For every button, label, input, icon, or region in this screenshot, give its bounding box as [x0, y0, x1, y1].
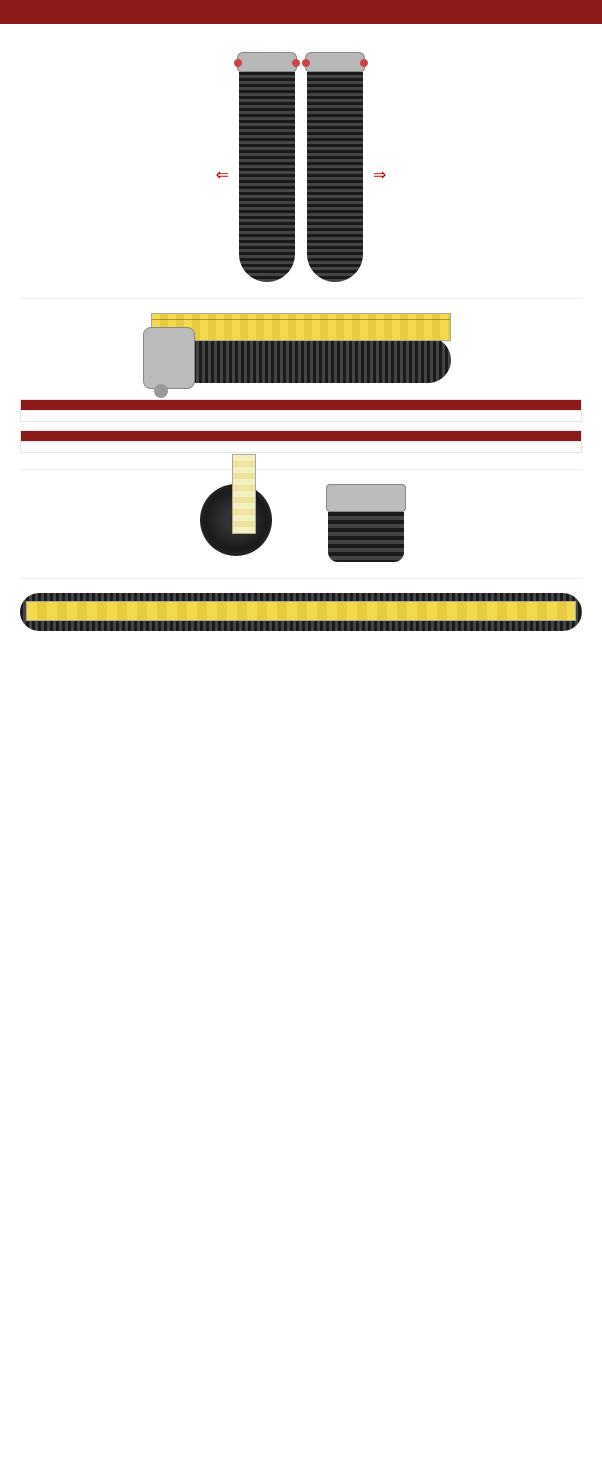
figure-wind: ⇐ ⇒: [20, 50, 582, 282]
figure-tape: [20, 313, 582, 389]
page-banner: [0, 0, 602, 24]
table-row-header: [21, 442, 582, 453]
spring-circle-icon: [200, 484, 272, 556]
divider: [20, 578, 582, 579]
page-content: ⇐ ⇒: [0, 24, 602, 653]
wire-size-table-2: [20, 430, 582, 453]
spring-side-view: [321, 484, 411, 562]
tape-measure-icon: [151, 313, 451, 341]
spring-cone-icon: [305, 52, 365, 72]
spring-short-icon: [328, 512, 404, 562]
spring-end-icon: [143, 327, 195, 389]
spring-body-icon: [239, 72, 295, 282]
divider: [20, 298, 582, 299]
arrow-right-icon: ⇒: [373, 165, 386, 185]
table-header: [21, 431, 582, 442]
table-header: [21, 400, 582, 411]
table-row-header: [21, 411, 582, 422]
figure-length: [20, 593, 582, 631]
spring-horizontal-icon: [151, 337, 451, 383]
spring-end-view: [191, 484, 281, 562]
spring-cone-icon: [237, 52, 297, 72]
figure-id: [20, 484, 582, 562]
spring-body-icon: [307, 72, 363, 282]
wire-size-table-1: [20, 399, 582, 422]
arrow-left-icon: ⇐: [216, 165, 229, 185]
divider: [20, 469, 582, 470]
cone-side-icon: [326, 484, 406, 512]
tape-long-icon: [26, 601, 576, 621]
vertical-tape-icon: [232, 454, 256, 534]
